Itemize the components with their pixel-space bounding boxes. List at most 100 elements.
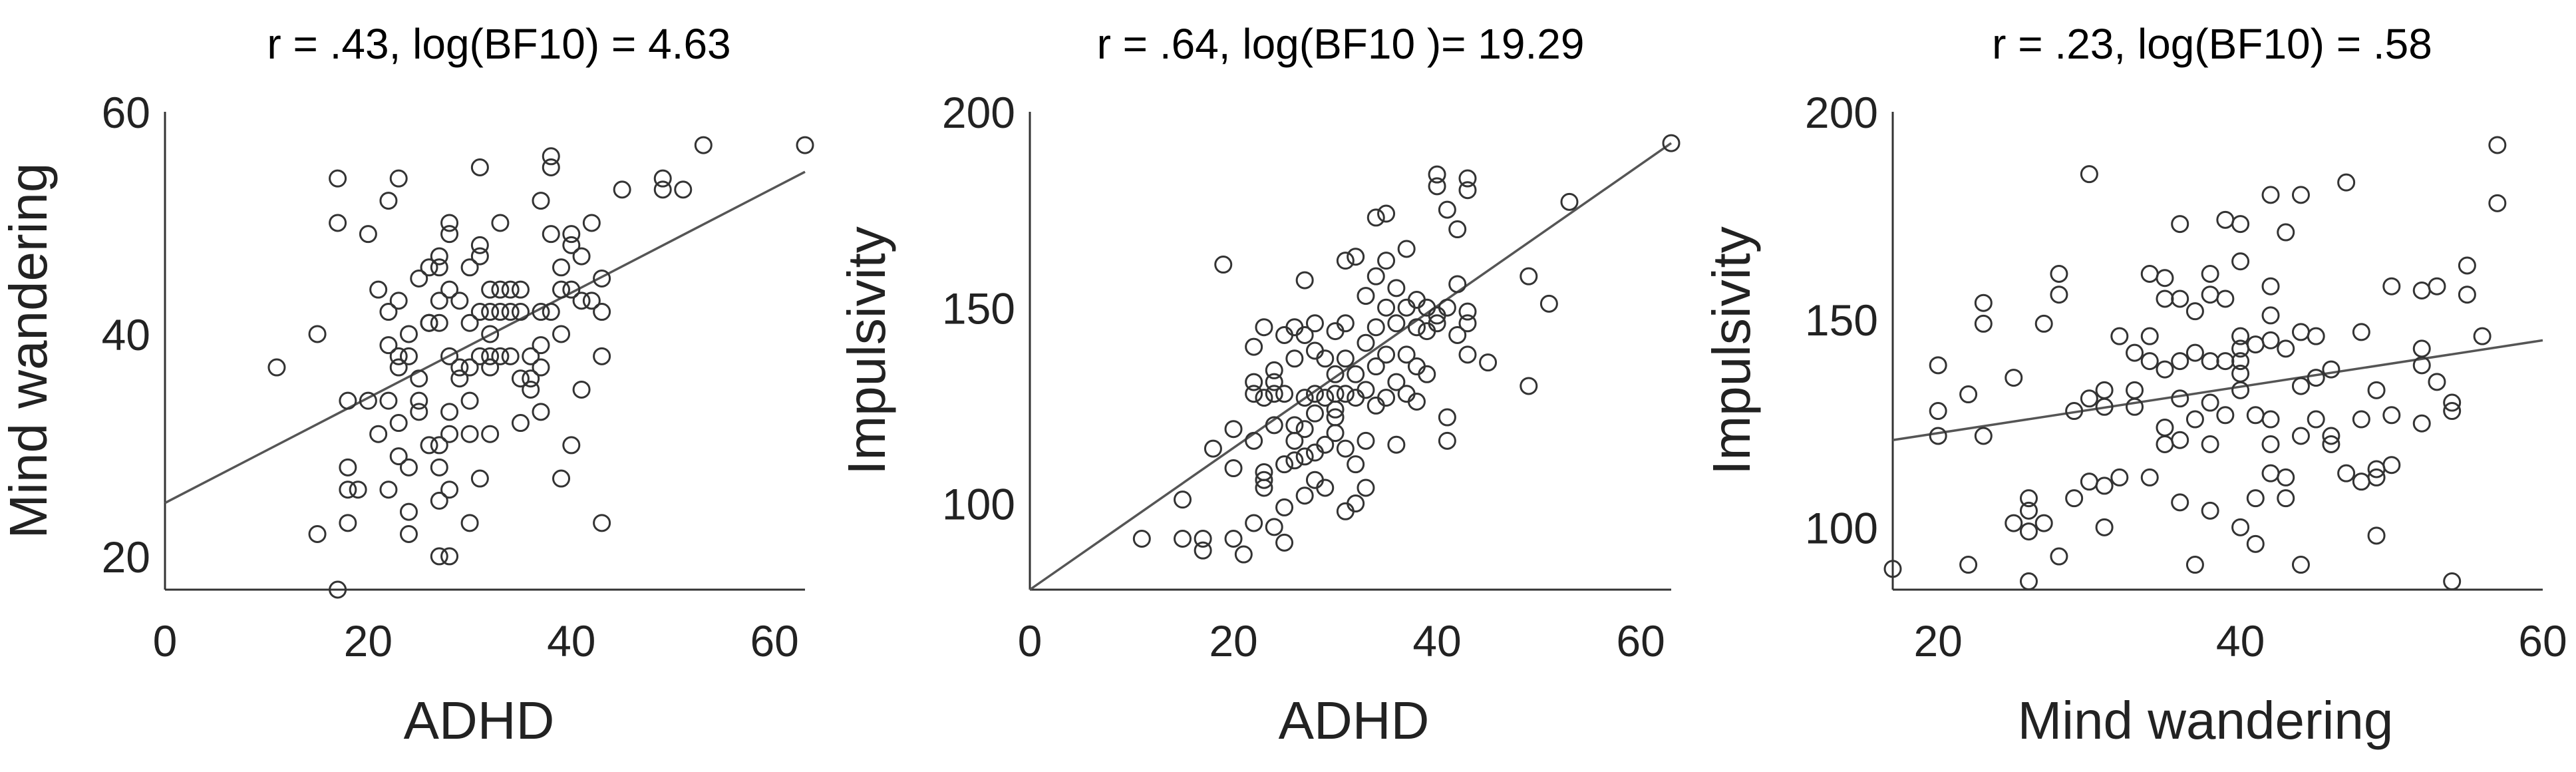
y-tick-label: 150: [1805, 295, 1878, 345]
x-tick-label: 20: [1913, 616, 1962, 666]
data-point: [2095, 518, 2114, 536]
data-point: [491, 347, 510, 365]
data-point: [2156, 435, 2174, 453]
data-point: [552, 469, 571, 488]
data-point: [1377, 345, 1396, 364]
data-point: [2231, 364, 2250, 383]
data-point: [1295, 420, 1314, 439]
data-point: [1336, 502, 1355, 520]
data-point: [1305, 314, 1324, 333]
data-point: [1265, 416, 1283, 435]
data-point: [1316, 389, 1335, 407]
data-point: [267, 358, 286, 377]
data-point: [2277, 339, 2295, 358]
data-point: [1295, 271, 1314, 290]
data-point: [2216, 352, 2235, 371]
x-tick-label: 60: [750, 616, 798, 666]
data-point: [2443, 402, 2462, 421]
data-point: [359, 391, 377, 410]
data-point: [572, 380, 591, 399]
data-point: [470, 158, 489, 176]
regression-line: [1029, 142, 1672, 591]
data-point: [1662, 134, 1681, 152]
data-point: [2382, 277, 2401, 295]
data-point: [562, 280, 581, 299]
data-point: [1174, 490, 1192, 509]
data-point: [430, 491, 448, 510]
data-point: [389, 169, 408, 188]
data-point: [2231, 327, 2250, 345]
data-point: [2352, 473, 2370, 491]
data-point: [2140, 264, 2159, 283]
data-point: [2382, 456, 2401, 475]
data-point: [2171, 352, 2189, 371]
data-point: [1407, 318, 1426, 337]
regression-line: [164, 170, 806, 504]
data-point: [2322, 435, 2340, 453]
data-point: [1265, 361, 1283, 379]
data-point: [379, 192, 398, 210]
data-point: [440, 481, 459, 499]
data-point: [2261, 186, 2280, 204]
data-point: [2231, 352, 2250, 371]
data-point: [542, 225, 560, 244]
data-point: [2412, 414, 2431, 433]
data-point: [2080, 473, 2098, 491]
x-tick-label: 60: [1616, 616, 1665, 666]
data-point: [1397, 298, 1416, 317]
data-point: [2322, 427, 2340, 445]
data-point: [2261, 331, 2280, 349]
data-point: [1883, 560, 1902, 578]
data-point: [1275, 325, 1294, 344]
data-point: [379, 336, 398, 355]
data-point: [1929, 402, 1947, 421]
data-point: [440, 214, 459, 232]
data-point: [2080, 165, 2098, 184]
data-point: [1336, 349, 1355, 368]
data-point: [1285, 431, 1304, 450]
data-point: [1295, 447, 1314, 466]
x-tick-label: 20: [344, 616, 393, 666]
data-point: [491, 280, 510, 299]
data-point: [329, 580, 347, 599]
data-point: [2095, 381, 2114, 399]
data-point: [430, 458, 448, 477]
data-point: [2201, 352, 2219, 371]
data-point: [1275, 533, 1294, 552]
data-point: [653, 169, 672, 188]
data-point: [308, 325, 327, 343]
data-point: [1326, 365, 1345, 383]
data-point: [1387, 435, 1406, 454]
data-point: [2261, 464, 2280, 482]
data-point: [1974, 427, 1993, 445]
data-point: [2019, 522, 2038, 541]
data-point: [1265, 518, 1283, 536]
data-point: [1295, 486, 1314, 505]
data-point: [1418, 322, 1436, 341]
data-point: [1428, 314, 1446, 333]
data-point: [1305, 471, 1324, 489]
data-point: [1959, 556, 1978, 574]
data-point: [522, 347, 540, 365]
data-point: [2126, 381, 2144, 399]
data-point: [2140, 327, 2159, 345]
data-point: [2201, 286, 2219, 304]
data-point: [2216, 290, 2235, 308]
data-point: [359, 225, 377, 244]
y-tick-label: 200: [942, 88, 1015, 137]
data-point: [532, 358, 550, 377]
data-point: [1285, 416, 1304, 435]
data-point: [2095, 477, 2114, 495]
data-point: [1305, 443, 1324, 462]
x-axis-label: Mind wandering: [2018, 691, 2394, 750]
data-point: [674, 180, 693, 199]
data-point: [2352, 410, 2370, 429]
data-point: [2005, 369, 2023, 387]
data-point: [2458, 286, 2476, 304]
data-point: [1377, 298, 1396, 317]
data-point: [481, 303, 500, 321]
data-point: [1387, 279, 1406, 297]
data-point: [1275, 455, 1294, 474]
data-point: [1255, 471, 1273, 489]
